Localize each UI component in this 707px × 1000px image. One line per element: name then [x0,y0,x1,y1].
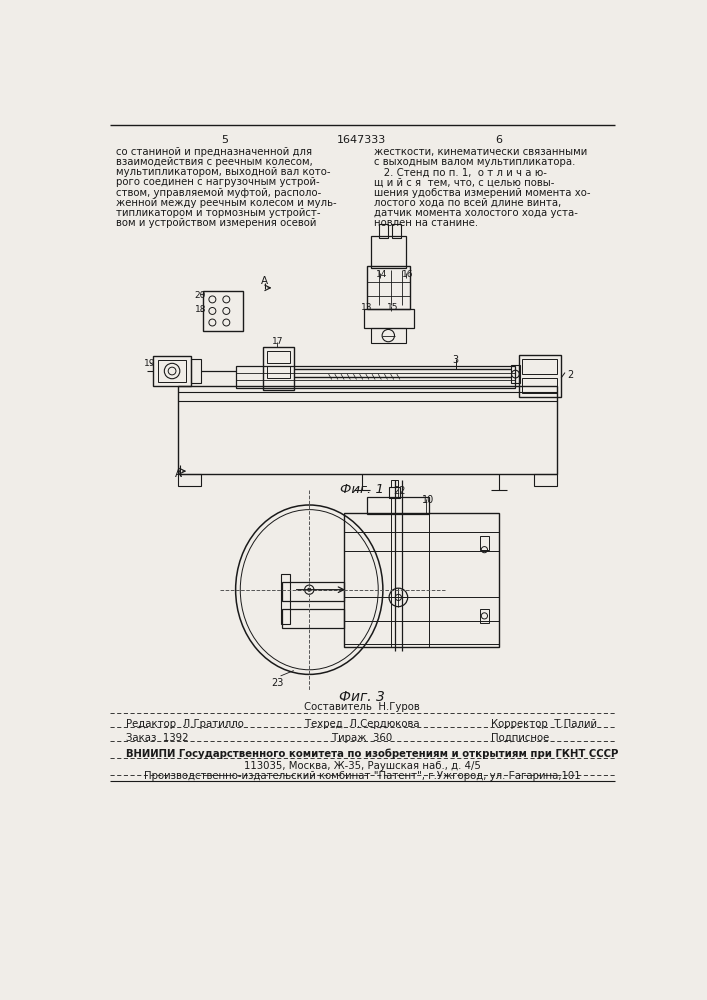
Text: 22: 22 [393,486,405,496]
Text: датчик момента холостого хода уста-: датчик момента холостого хода уста- [373,208,578,218]
Text: Подписное: Подписное [491,733,549,743]
Text: взаимодействия с реечным колесом,: взаимодействия с реечным колесом, [115,157,312,167]
Bar [389,487,400,498]
Text: мультипликатором, выходной вал кото-: мультипликатором, выходной вал кото- [115,167,330,177]
Text: Составитель  Н.Гуров: Составитель Н.Гуров [304,702,420,712]
Text: Тираж  360: Тираж 360 [332,733,392,743]
Bar [534,474,557,486]
Text: ством, управляемой муфтой, располо-: ством, управляемой муфтой, располо- [115,188,321,198]
Text: рого соединен с нагрузочным устрой-: рого соединен с нагрузочным устрой- [115,177,319,187]
Text: 13: 13 [361,303,373,312]
Bar [363,309,414,328]
Text: жесткости, кинематически связанными: жесткости, кинематически связанными [373,147,587,157]
Bar [480,609,489,623]
Text: 3: 3 [452,355,459,365]
Text: ВНИИПИ Государственного комитета по изобретениям и открытиям при ГКНТ СССР: ВНИИПИ Государственного комитета по изоб… [126,748,618,759]
Text: 2. Стенд по п. 1,  о т л и ч а ю-: 2. Стенд по п. 1, о т л и ч а ю- [373,167,547,177]
Bar [282,609,344,628]
Bar [392,224,402,238]
Bar [282,582,344,601]
Text: со станиной и предназначенной для: со станиной и предназначенной для [115,147,312,157]
Bar [368,497,429,514]
Bar [235,366,515,388]
Bar [510,365,520,383]
Bar [344,513,499,647]
Bar [522,378,557,393]
Text: Производственно-издательский комбинат "Патент", г.Ужгород, ул. Гагарина,101: Производственно-издательский комбинат "П… [144,771,580,781]
Text: Фиг. 1: Фиг. 1 [340,483,384,496]
Text: вом и устройством измерения осевой: вом и устройством измерения осевой [115,218,316,228]
Text: 6: 6 [496,135,503,145]
Bar [267,366,290,378]
Bar [177,386,557,474]
Bar [192,359,201,383]
Text: 1647333: 1647333 [337,135,387,145]
Bar [177,474,201,486]
Bar [158,360,186,382]
Bar [263,347,293,389]
Text: шения удобства измерений момента хо-: шения удобства измерений момента хо- [373,188,590,198]
Text: Техред  Л.Сердюкова: Техред Л.Сердюкова [305,719,419,729]
Text: 16: 16 [402,270,414,279]
Text: A: A [260,276,267,286]
Text: 10: 10 [421,495,434,505]
Text: типликатором и тормозным устройст-: типликатором и тормозным устройст- [115,208,320,218]
Bar [371,328,406,343]
Text: новлен на станине.: новлен на станине. [373,218,478,228]
Text: 19: 19 [144,359,156,368]
Text: женной между реечным колесом и муль-: женной между реечным колесом и муль- [115,198,336,208]
Text: с выходным валом мультипликатора.: с выходным валом мультипликатора. [373,157,575,167]
Text: Заказ  1392: Заказ 1392 [126,733,188,743]
Text: щ и й с я  тем, что, с целью повы-: щ и й с я тем, что, с целью повы- [373,177,554,187]
Text: Фиг. 3: Фиг. 3 [339,690,385,704]
Text: 113035, Москва, Ж-35, Раушская наб., д. 4/5: 113035, Москва, Ж-35, Раушская наб., д. … [243,761,480,771]
Text: 2: 2 [567,370,573,380]
Bar [480,536,489,550]
Text: лостого хода по всей длине винта,: лостого хода по всей длине винта, [373,198,561,208]
Bar [153,356,192,386]
Bar [518,355,561,397]
Text: Редактор  Л.Гратилло: Редактор Л.Гратилло [126,719,243,729]
Bar [371,235,406,268]
Text: 15: 15 [387,303,398,312]
Bar [379,224,388,238]
Bar [522,359,557,374]
Text: A: A [175,469,182,479]
Text: 23: 23 [271,678,284,688]
Bar [203,291,243,331]
Text: Корректор  Т.Палий: Корректор Т.Палий [491,719,597,729]
Text: 18: 18 [194,305,206,314]
Text: 20: 20 [194,291,206,300]
Text: 17: 17 [272,337,284,346]
Text: 5: 5 [221,135,228,145]
Bar [281,574,290,624]
Text: 14: 14 [376,270,387,279]
Bar [391,480,398,487]
Bar [267,351,290,363]
Bar [368,266,410,309]
Circle shape [308,588,311,591]
